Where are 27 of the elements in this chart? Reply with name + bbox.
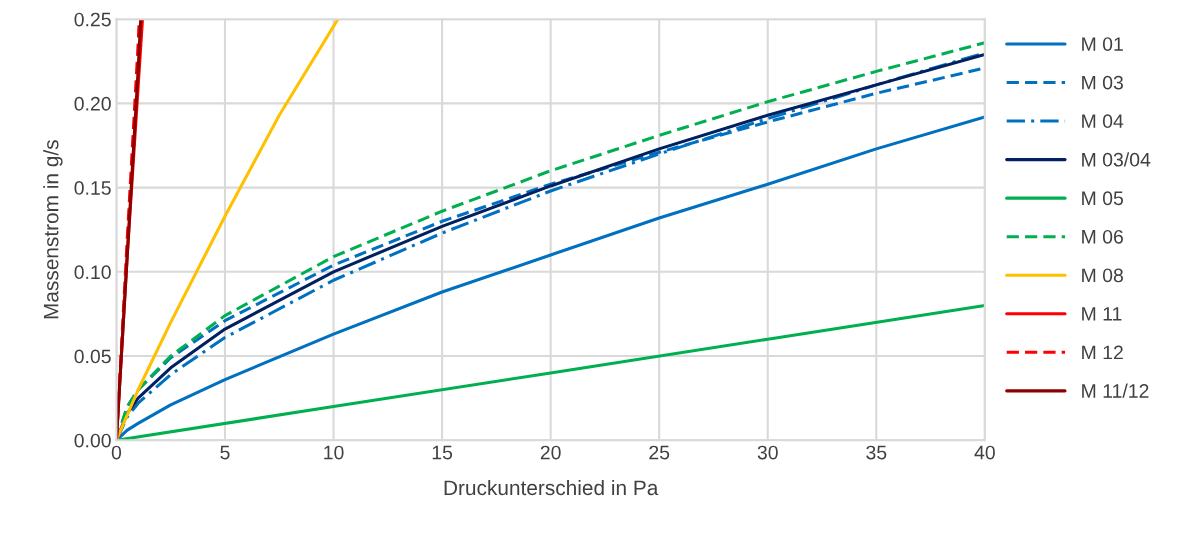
x-tick-label: 5	[220, 445, 230, 460]
legend-label: M 04	[1082, 114, 1124, 129]
legend-label: M 03/04	[1082, 152, 1151, 167]
x-tick-label: 15	[432, 445, 453, 460]
y-tick-label: 0.00	[74, 433, 111, 448]
x-axis-title: Druckunterschied in Pa	[444, 479, 659, 496]
x-tick-label: 20	[540, 445, 561, 460]
x-tick-label: 35	[866, 445, 887, 460]
legend-label: M 12	[1082, 345, 1123, 360]
legend-label: M 08	[1082, 268, 1123, 283]
legend-label: M 11/12	[1082, 383, 1149, 398]
y-tick-label: 0.10	[74, 265, 111, 280]
legend-label: M 01	[1082, 37, 1123, 51]
x-tick-label: 25	[649, 445, 670, 460]
legend-label: M 05	[1082, 191, 1123, 206]
y-tick-label: 0.25	[74, 12, 111, 27]
legend-label: M 03	[1082, 75, 1123, 90]
legend-label: M 11	[1082, 307, 1122, 321]
x-tick-label: 10	[324, 445, 344, 460]
y-tick-label: 0.20	[74, 96, 111, 111]
x-tick-label: 40	[974, 445, 995, 460]
y-tick-label: 0.15	[74, 181, 111, 195]
y-axis-title: Massenstrom in g/s	[43, 140, 63, 319]
x-tick-label: 30	[757, 445, 778, 460]
legend-label: M 06	[1082, 229, 1123, 244]
x-tick-label: 0	[111, 445, 122, 460]
y-tick-label: 0.05	[74, 349, 111, 364]
